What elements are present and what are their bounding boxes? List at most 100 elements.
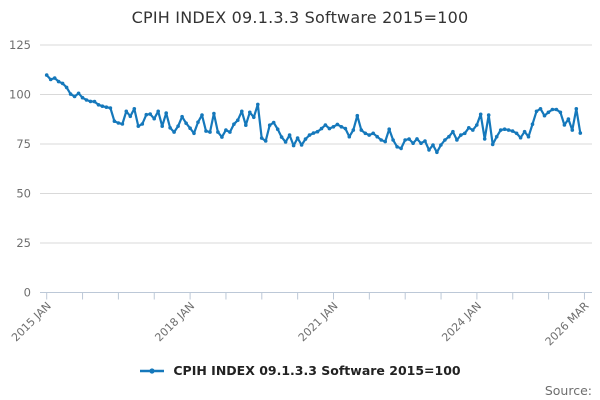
data-point [355, 113, 360, 118]
y-tick-label: 0 [24, 286, 31, 300]
data-point [550, 107, 555, 112]
data-point [518, 135, 523, 140]
data-point [92, 99, 97, 104]
data-point [248, 110, 252, 115]
data-point [347, 134, 352, 139]
data-point [570, 128, 575, 132]
data-point [108, 106, 113, 110]
data-point [263, 139, 268, 143]
data-point [494, 134, 499, 139]
data-point [482, 137, 487, 141]
x-tick-label: 2024 JAN [439, 299, 484, 344]
data-point [156, 109, 160, 114]
data-point [475, 123, 479, 127]
data-point [216, 130, 220, 134]
data-point [212, 111, 216, 116]
data-point [407, 137, 411, 141]
data-point [52, 76, 57, 80]
data-point [387, 127, 392, 131]
data-point [68, 92, 73, 96]
data-point [267, 123, 272, 127]
data-point [72, 94, 77, 99]
data-point [279, 135, 284, 139]
data-point [510, 129, 515, 133]
data-point [120, 122, 125, 126]
y-tick-label: 50 [16, 187, 31, 201]
series-line [45, 73, 582, 154]
y-tick-label: 25 [16, 236, 31, 250]
data-point [283, 140, 288, 144]
data-point [132, 107, 137, 111]
data-point [383, 139, 388, 144]
data-point [196, 120, 200, 124]
data-point [530, 122, 535, 126]
data-point [259, 136, 264, 140]
data-point [351, 128, 356, 132]
source-label: Source: [544, 383, 592, 398]
data-point [315, 129, 320, 134]
data-point [463, 131, 467, 136]
data-point [188, 126, 192, 130]
legend-line-marker-icon [140, 367, 165, 374]
data-point [447, 134, 451, 139]
data-point [522, 129, 527, 134]
data-point [411, 141, 415, 145]
data-point [490, 142, 495, 147]
data-point [152, 116, 156, 121]
data-point [44, 73, 49, 77]
data-point [439, 143, 443, 147]
data-point [534, 109, 539, 114]
legend-label: CPIH INDEX 09.1.3.3 Software 2015=100 [173, 363, 461, 378]
y-tick-label: 125 [9, 38, 31, 52]
data-point [168, 126, 172, 130]
data-point [176, 124, 180, 128]
data-point [184, 121, 188, 125]
data-point [228, 130, 232, 134]
data-point [514, 131, 519, 136]
legend: CPIH INDEX 09.1.3.3 Software 2015=100 [0, 363, 600, 378]
data-point [240, 109, 244, 114]
data-point [220, 135, 224, 139]
data-point [291, 143, 296, 148]
x-tick-label: 2026 MAR [543, 299, 592, 348]
data-point [419, 141, 423, 145]
data-point [275, 127, 280, 131]
data-point [427, 148, 431, 152]
data-point [48, 77, 53, 82]
data-point [363, 131, 368, 136]
data-point [112, 119, 117, 123]
data-point [104, 105, 109, 109]
data-point [56, 79, 61, 84]
data-point [287, 133, 292, 137]
data-point [431, 143, 435, 147]
data-point [84, 98, 89, 102]
data-point [144, 112, 149, 117]
y-tick-label: 75 [16, 137, 31, 151]
data-point [307, 133, 312, 137]
data-point [60, 81, 65, 86]
data-point [100, 104, 105, 108]
data-point [471, 128, 475, 132]
data-point [371, 131, 376, 136]
data-point [542, 113, 547, 118]
data-point [271, 120, 276, 125]
data-point [467, 126, 471, 130]
x-tick-label: 2018 JAN [152, 299, 197, 344]
plot-area: 0 25 50 75 100 125 2015 JAN 2018 JAN 2021 JAN 202… [9, 38, 592, 348]
data-point [172, 130, 176, 134]
data-point [236, 118, 240, 122]
data-point [451, 129, 455, 134]
data-point [148, 112, 152, 116]
data-point [379, 138, 384, 142]
data-point [208, 130, 212, 134]
data-point [415, 137, 419, 141]
data-point [128, 114, 133, 119]
data-point [96, 103, 101, 107]
data-point [252, 115, 256, 120]
data-point [486, 113, 491, 117]
data-point [180, 114, 184, 119]
data-point [116, 121, 121, 125]
data-point [403, 138, 407, 142]
data-point [562, 123, 567, 127]
data-point [391, 138, 395, 142]
